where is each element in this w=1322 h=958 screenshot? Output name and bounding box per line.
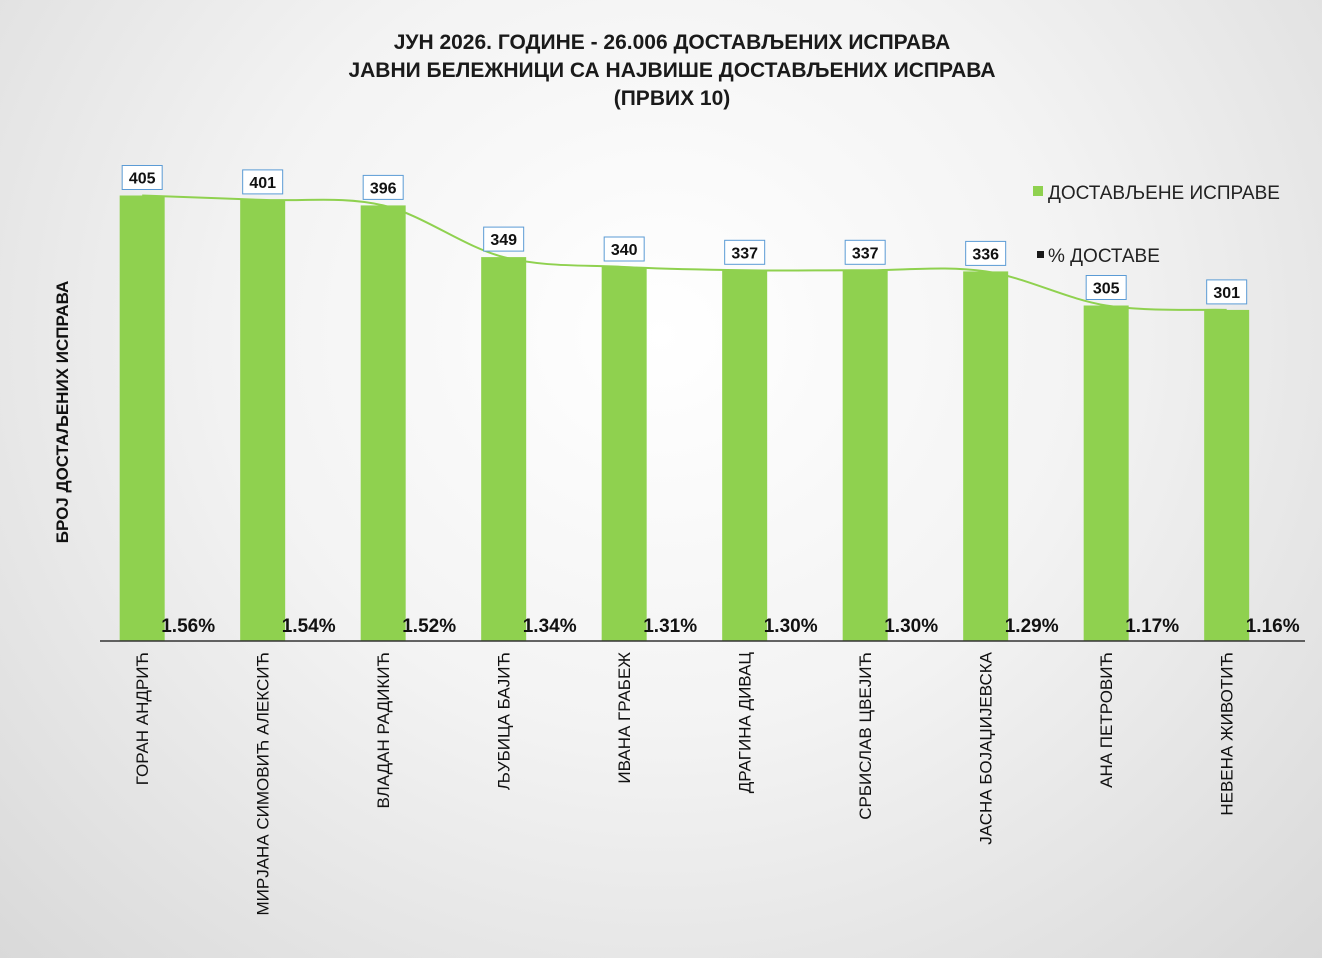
bar-value-label: 337 bbox=[731, 245, 758, 262]
percent-label: 1.34% bbox=[523, 616, 577, 637]
legend-label-percent: % ДОСТАВЕ bbox=[1048, 246, 1160, 267]
bar-value-label-box bbox=[362, 174, 404, 200]
bar bbox=[240, 199, 286, 641]
percent-label: 1.16% bbox=[1246, 616, 1300, 637]
legend: ДОСТАВЉЕНЕ ИСПРАВЕ % ДОСТАВЕ bbox=[1033, 183, 1280, 267]
bar-value-label-box bbox=[121, 165, 163, 190]
bar-value-label-box bbox=[1206, 279, 1248, 305]
category-label: СРБИСЛАВ ЦВЕЈИЋ bbox=[856, 652, 875, 820]
y-axis-label: БРОЈ ДОСТАЉЕНИХ ИСПРАВА bbox=[53, 281, 72, 544]
bar-value-label-box bbox=[965, 240, 1007, 266]
percent-label: 1.30% bbox=[884, 616, 938, 637]
bar bbox=[722, 270, 768, 641]
percent-label: 1.29% bbox=[1005, 616, 1059, 637]
trendline bbox=[142, 194, 1227, 311]
category-label: АНА ПЕТРОВИЋ bbox=[1097, 652, 1116, 788]
bar-value-label: 337 bbox=[852, 245, 879, 262]
bar bbox=[360, 205, 406, 641]
bar-value-label-box bbox=[844, 239, 886, 265]
chart-title-line-2: ЈАВНИ БЕЛЕЖНИЦИ СА НАЈВИШЕ ДОСТАВЉЕНИХ И… bbox=[348, 59, 995, 82]
category-label: ЈАСНА БОЈАЏИЈЕВСКА bbox=[977, 651, 996, 844]
bar bbox=[601, 267, 647, 641]
category-label: ГОРАН АНДРИЋ bbox=[133, 652, 152, 785]
percent-labels: 1.56% 1.54% 1.52% 1.34% 1.31% 1.30% 1.30% 1.29%… bbox=[161, 616, 1299, 637]
category-label: МИРЈАНА СИМОВИЋ АЛЕКСИЋ bbox=[254, 652, 273, 916]
chart-title: ЈУН 2026. ГОДИНЕ - 26.006 ДОСТАВЉЕНИХ ИС… bbox=[348, 31, 995, 110]
bar-value-label: 336 bbox=[972, 246, 999, 263]
category-labels: ГОРАН АНДРИЋ МИРЈАНА СИМОВИЋ АЛЕКСИЋ ВЛАДА… bbox=[133, 651, 1237, 915]
percent-label: 1.54% bbox=[282, 616, 336, 637]
percent-label: 1.30% bbox=[764, 616, 818, 637]
bar-value-label: 405 bbox=[129, 171, 156, 188]
bar bbox=[842, 270, 888, 641]
chart-title-line-1: ЈУН 2026. ГОДИНЕ - 26.006 ДОСТАВЉЕНИХ ИС… bbox=[394, 31, 951, 54]
legend-label-bars: ДОСТАВЉЕНЕ ИСПРАВЕ bbox=[1048, 183, 1280, 204]
percent-label: 1.31% bbox=[643, 616, 697, 637]
bar bbox=[119, 195, 165, 641]
category-label: ИВАНА ГРАБЕЖ bbox=[615, 652, 634, 784]
category-label: ВЛАДАН РАДИКИЋ bbox=[374, 652, 393, 809]
bar bbox=[963, 271, 1009, 641]
bar-value-label-box bbox=[724, 239, 766, 265]
bar bbox=[1204, 309, 1250, 641]
bar-value-label-box bbox=[242, 169, 284, 195]
chart-title-line-3: (ПРВИХ 10) bbox=[614, 87, 731, 110]
bar-value-label: 305 bbox=[1093, 281, 1120, 298]
bar-value-label-box bbox=[603, 236, 645, 262]
bar-value-label: 301 bbox=[1213, 285, 1240, 302]
bar bbox=[1083, 305, 1129, 641]
bar-value-label: 401 bbox=[249, 175, 276, 192]
bar-value-label-box bbox=[483, 226, 525, 252]
bars-group bbox=[119, 195, 1250, 641]
category-label: НЕВЕНА ЖИВОТИЋ bbox=[1218, 652, 1237, 816]
legend-swatch-bars bbox=[1033, 186, 1043, 196]
percent-label: 1.17% bbox=[1125, 616, 1179, 637]
bar-value-label: 340 bbox=[611, 242, 638, 259]
bar-value-label: 349 bbox=[490, 232, 517, 249]
legend-swatch-percent bbox=[1037, 251, 1044, 258]
percent-label: 1.56% bbox=[161, 616, 215, 637]
bar-value-label: 396 bbox=[370, 180, 397, 197]
percent-label: 1.52% bbox=[402, 616, 456, 637]
bar-value-labels: 405 401 396 349 340 337 337 336 305 301 bbox=[121, 165, 1248, 305]
bar-value-label-box bbox=[1085, 275, 1127, 300]
category-label: ДРАГИНА ДИВАЦ bbox=[736, 652, 755, 794]
category-label: ЉУБИЦА БАЈИЋ bbox=[495, 652, 514, 790]
bar bbox=[481, 257, 527, 641]
